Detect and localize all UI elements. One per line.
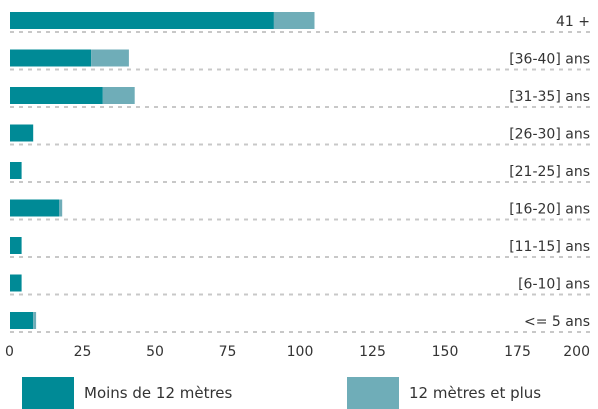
legend-swatch-series1 — [22, 377, 74, 409]
category-label: 41 + — [556, 14, 590, 30]
category-labels: 41 + [36-40] ans [31-35] ans [26-30] ans [21… — [509, 14, 590, 330]
bar-series1 — [10, 124, 34, 142]
bar-series1 — [10, 199, 60, 217]
bar-series2 — [59, 199, 63, 217]
legend-label-series1: Moins de 12 mètres — [84, 384, 233, 402]
x-tick-label: 175 — [504, 344, 531, 360]
bar-series2 — [273, 12, 315, 29]
category-label: [26-30] ans — [509, 127, 590, 143]
bar-series1 — [10, 49, 92, 67]
x-tick-label: 125 — [359, 344, 386, 360]
x-tick-label: 50 — [146, 344, 164, 360]
x-tick-label: 200 — [563, 344, 590, 360]
category-label: [31-35] ans — [509, 89, 590, 105]
bar-series1 — [10, 162, 22, 179]
bar-series2 — [102, 87, 135, 104]
category-label: [11-15] ans — [509, 239, 590, 255]
legend-item-series2: 12 mètres et plus — [347, 377, 541, 409]
bar-series1 — [10, 274, 22, 292]
x-axis-ticks: 0 25 50 75 100 125 150 175 200 — [5, 344, 590, 360]
x-tick-label: 100 — [287, 344, 314, 360]
category-label: [16-20] ans — [509, 202, 590, 218]
category-label: <= 5 ans — [524, 314, 590, 330]
x-tick-label: 0 — [5, 344, 14, 360]
gridlines — [10, 31, 590, 333]
bar-series1 — [10, 87, 103, 104]
legend-label-series2: 12 mètres et plus — [409, 384, 542, 402]
bar-series1 — [10, 237, 22, 254]
x-tick-label: 150 — [432, 344, 459, 360]
legend-swatch-series2 — [347, 377, 399, 409]
bar-series2 — [33, 312, 37, 329]
category-label: [6-10] ans — [518, 277, 590, 293]
x-tick-label: 75 — [219, 344, 237, 360]
category-label: [21-25] ans — [509, 164, 590, 180]
legend-item-series1: Moins de 12 mètres — [22, 377, 232, 409]
category-label: [36-40] ans — [509, 52, 590, 68]
bar-series2 — [91, 49, 129, 67]
bar-series1 — [10, 312, 34, 329]
x-tick-label: 25 — [74, 344, 92, 360]
bar-series1 — [10, 12, 274, 29]
bars — [10, 12, 315, 329]
bar-chart: 41 + [36-40] ans [31-35] ans [26-30] ans [21… — [5, 12, 590, 360]
